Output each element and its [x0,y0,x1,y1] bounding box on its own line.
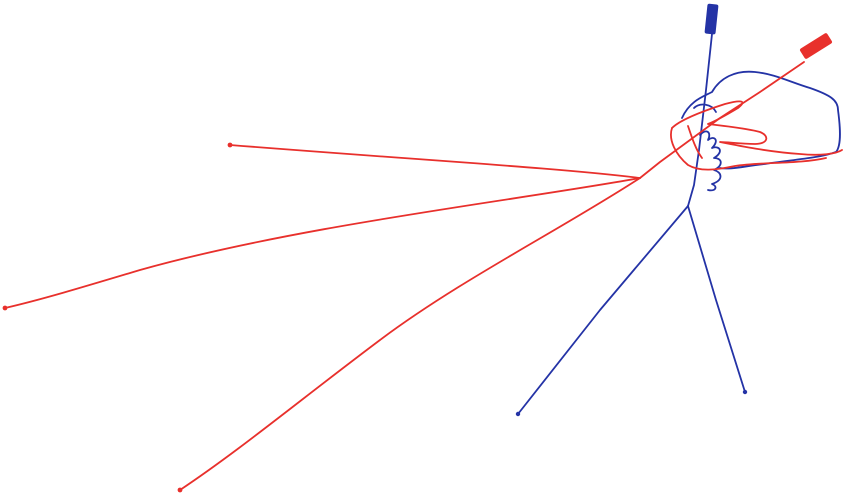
blue-figure [515,3,841,417]
blue-pen-cap [704,3,719,35]
blue-fingers [699,130,722,192]
blue-thumb [693,103,717,113]
red-ray-middle [4,177,641,309]
red-pen-stroke [639,61,805,179]
red-figure [2,33,843,493]
red-hand-top [671,100,843,156]
blue-endpoint [742,389,748,395]
red-hand-bottom [670,127,827,171]
blue-endpoint [515,411,521,417]
red-ray-bottom [179,177,641,491]
blue-leg-left [517,205,689,415]
blue-leg-right [687,205,746,393]
red-finger-line [687,125,703,159]
red-endpoint [177,487,183,493]
red-endpoint [227,142,233,148]
red-ray-top [229,144,641,179]
red-endpoint [2,305,8,311]
blue-pen-stroke [687,33,713,207]
red-pen-cap [800,33,832,59]
